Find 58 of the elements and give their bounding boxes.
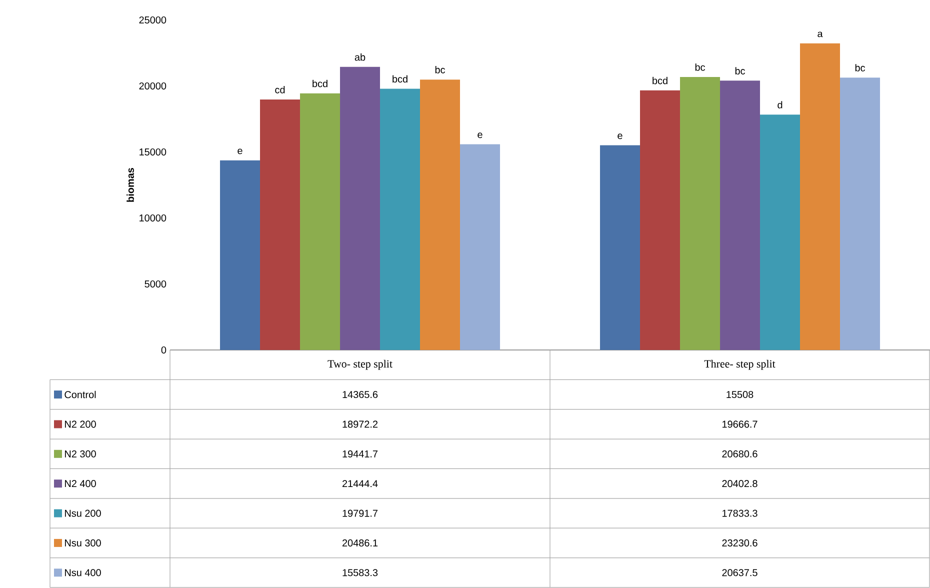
legend-label: Nsu 400 [65,569,101,576]
legend-label: Nsu 300 [65,539,101,546]
bar [720,80,760,350]
annotation: ab [354,53,366,61]
data-label: 23230.6 [722,539,758,546]
annotation: bc [695,63,706,71]
y-tick-label: 5000 [144,280,166,288]
data-label: 14365.6 [342,390,378,398]
y-tick-label: 0 [161,346,166,354]
legend-label: Nsu 200 [65,510,101,517]
x-tick-label: Three- step split [704,360,776,370]
annotation: bc [855,64,866,72]
annotation: e [478,132,482,138]
annotation: e [238,148,242,154]
data-label: 17833.3 [722,510,758,517]
legend-label: N2 300 [65,450,96,458]
bar [220,160,260,350]
data-label: 19666.7 [722,420,758,428]
bar [840,78,880,350]
data-label: 19441.7 [342,450,378,458]
x-tick-label: Two- step split [328,360,392,370]
data-label: 15583.3 [342,569,378,576]
data-label: 20680.6 [722,450,758,458]
annotation: a [818,32,823,38]
data-label: 20402.8 [722,480,758,488]
annotation: bcd [312,80,328,88]
y-tick-label: 20000 [139,82,166,90]
y-tick-label: 10000 [140,214,166,222]
data-label: 15508 [726,390,754,398]
annotation: d [778,101,782,108]
annotation: bcd [392,75,408,83]
bar [680,77,720,350]
bar [460,144,500,350]
legend-label: N2 200 [65,420,96,428]
y-axis-title: biomas [126,168,134,202]
data-label: 20637.5 [722,569,758,576]
annotation: bc [435,66,446,74]
bar [640,90,680,350]
bar [300,93,340,350]
bar [800,43,840,350]
bar [260,100,300,350]
bar [760,114,800,350]
annotation: bcd [652,76,668,84]
y-tick-label: 15000 [140,148,166,156]
annotation: bc [735,67,746,74]
bar [380,88,420,350]
annotation: cd [275,86,285,94]
bar [600,145,640,350]
legend-label: N2 400 [65,480,96,488]
bar [340,66,380,350]
bar [420,80,460,350]
annotation: e [618,134,622,140]
data-label: 21444.4 [342,480,378,488]
data-label: 18972.2 [342,420,378,428]
y-tick-label: 25000 [139,16,166,24]
data-label: 20486.1 [342,539,378,546]
legend-label: Control [64,390,96,398]
data-label: 19791.7 [342,510,378,517]
